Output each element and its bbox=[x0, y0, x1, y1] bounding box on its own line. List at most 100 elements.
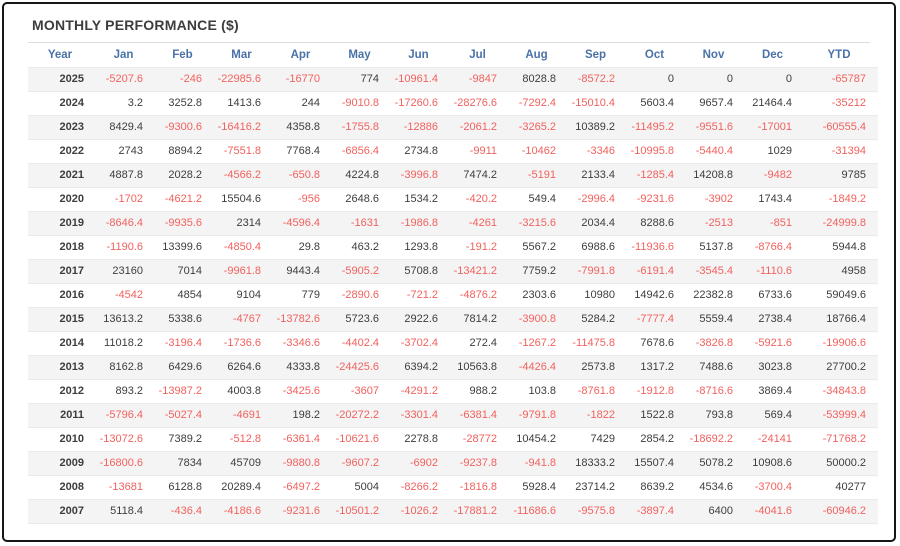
value-cell: -13987.2 bbox=[155, 379, 214, 404]
value-cell: -17881.2 bbox=[450, 499, 509, 524]
column-header-sep[interactable]: Sep bbox=[584, 48, 607, 61]
year-cell: 2025 bbox=[28, 66, 96, 92]
table-header: Year Jan Feb Mar Apr May Jun Jul Aug Sep Oct Nov Dec… bbox=[28, 43, 878, 67]
value-cell: -3702.4 bbox=[391, 331, 450, 356]
year-cell: 2010 bbox=[28, 427, 96, 452]
value-cell: -5905.2 bbox=[332, 259, 391, 284]
value-cell: -4542 bbox=[96, 283, 155, 308]
value-cell: -3346 bbox=[568, 139, 627, 164]
column-header-ytd[interactable]: YTD bbox=[827, 48, 851, 61]
value-cell: 8894.2 bbox=[155, 139, 214, 164]
value-cell: -9911 bbox=[450, 139, 509, 164]
value-cell: 2133.4 bbox=[568, 163, 627, 188]
value-cell: 2314 bbox=[214, 211, 273, 236]
value-cell: 2034.4 bbox=[568, 211, 627, 236]
value-cell: -8766.4 bbox=[745, 235, 804, 260]
value-cell: -10961.4 bbox=[391, 66, 450, 92]
value-cell: 21464.4 bbox=[745, 91, 804, 116]
value-cell: -9791.8 bbox=[509, 403, 568, 428]
value-cell: 4887.8 bbox=[96, 163, 155, 188]
value-cell: -2890.6 bbox=[332, 283, 391, 308]
value-cell: 6429.6 bbox=[155, 355, 214, 380]
value-cell: -4261 bbox=[450, 211, 509, 236]
value-cell: 5559.4 bbox=[686, 307, 745, 332]
year-cell: 2020 bbox=[28, 187, 96, 212]
value-cell: 11018.2 bbox=[96, 331, 155, 356]
value-cell: 2278.8 bbox=[391, 427, 450, 452]
table-row: 2013 8162.8 6429.6 6264.6 4333.8 -24425.6 6394… bbox=[28, 355, 878, 380]
column-header-aug[interactable]: Aug bbox=[525, 48, 548, 61]
value-cell: -2061.2 bbox=[450, 115, 509, 140]
column-header-dec[interactable]: Dec bbox=[761, 48, 784, 61]
value-cell: 7389.2 bbox=[155, 427, 214, 452]
column-header-jun[interactable]: Jun bbox=[408, 48, 429, 61]
table-row: 2022 2743 8894.2 -7551.8 7768.4 -6856.4 2734.8… bbox=[28, 139, 878, 164]
value-cell: 1317.2 bbox=[627, 355, 686, 380]
value-cell: 15507.4 bbox=[627, 451, 686, 476]
value-cell: 0 bbox=[627, 66, 686, 92]
value-cell: 7474.2 bbox=[450, 163, 509, 188]
column-header-feb[interactable]: Feb bbox=[172, 48, 193, 61]
column-header-jul[interactable]: Jul bbox=[469, 48, 486, 61]
value-cell: -8761.8 bbox=[568, 379, 627, 404]
value-cell: -941.8 bbox=[509, 451, 568, 476]
value-cell: 45709 bbox=[214, 451, 273, 476]
value-cell: 7759.2 bbox=[509, 259, 568, 284]
value-cell: -3897.4 bbox=[627, 499, 686, 524]
value-cell: -5440.4 bbox=[686, 139, 745, 164]
value-cell: 5078.2 bbox=[686, 451, 745, 476]
table-body: 2025 -5207.6 -246 -22985.6 -16770 774 -10961.4… bbox=[28, 66, 878, 524]
value-cell: -24425.6 bbox=[332, 355, 391, 380]
value-cell: -9482 bbox=[745, 163, 804, 188]
value-cell: -3346.6 bbox=[273, 331, 332, 356]
value-cell: 1029 bbox=[745, 139, 804, 164]
value-cell: 15504.6 bbox=[214, 187, 273, 212]
column-header-year[interactable]: Year bbox=[47, 48, 73, 61]
value-cell: 6988.6 bbox=[568, 235, 627, 260]
value-cell: 3869.4 bbox=[745, 379, 804, 404]
value-cell: -7292.4 bbox=[509, 91, 568, 116]
value-cell: 10980 bbox=[568, 283, 627, 308]
column-header-apr[interactable]: Apr bbox=[290, 48, 311, 61]
value-cell: -5207.6 bbox=[96, 66, 155, 92]
value-cell: -9231.6 bbox=[273, 499, 332, 524]
value-cell: -1285.4 bbox=[627, 163, 686, 188]
value-cell: 5284.2 bbox=[568, 307, 627, 332]
value-cell: 7814.2 bbox=[450, 307, 509, 332]
value-cell: -28772 bbox=[450, 427, 509, 452]
value-cell: -7991.8 bbox=[568, 259, 627, 284]
value-cell: 2648.6 bbox=[332, 187, 391, 212]
column-header-oct[interactable]: Oct bbox=[644, 48, 665, 61]
value-cell: 10563.8 bbox=[450, 355, 509, 380]
value-cell: 5118.4 bbox=[96, 499, 155, 524]
table-row: 2017 23160 7014 -9961.8 9443.4 -5905.2 5708.8-… bbox=[28, 259, 878, 284]
value-cell: -5796.4 bbox=[96, 403, 155, 428]
column-header-mar[interactable]: Mar bbox=[231, 48, 252, 61]
value-cell: 6128.8 bbox=[155, 475, 214, 500]
value-cell: 463.2 bbox=[332, 235, 391, 260]
value-cell: -11495.2 bbox=[627, 115, 686, 140]
value-cell: -3215.6 bbox=[509, 211, 568, 236]
value-cell: 8028.8 bbox=[509, 66, 568, 92]
value-cell: 14942.6 bbox=[627, 283, 686, 308]
table-row: 2010 -13072.6 7389.2 -512.8 -6361.4 -10621.6 2… bbox=[28, 427, 878, 452]
value-cell: 569.4 bbox=[745, 403, 804, 428]
value-cell: 8288.6 bbox=[627, 211, 686, 236]
value-cell: -6381.4 bbox=[450, 403, 509, 428]
value-cell: 793.8 bbox=[686, 403, 745, 428]
value-cell: -16770 bbox=[273, 66, 332, 92]
column-header-may[interactable]: May bbox=[348, 48, 371, 61]
value-cell: -10501.2 bbox=[332, 499, 391, 524]
value-cell: -20272.2 bbox=[332, 403, 391, 428]
table-row: 2009 -16800.6 7834 45709 -9880.8 -9607.2 -6902… bbox=[28, 451, 878, 476]
value-cell: -65787 bbox=[804, 66, 878, 92]
column-header-nov[interactable]: Nov bbox=[702, 48, 725, 61]
value-cell: -9231.6 bbox=[627, 187, 686, 212]
value-cell: -3425.6 bbox=[273, 379, 332, 404]
value-cell: -22985.6 bbox=[214, 66, 273, 92]
column-header-jan[interactable]: Jan bbox=[113, 48, 134, 61]
value-cell: -6191.4 bbox=[627, 259, 686, 284]
year-cell: 2017 bbox=[28, 259, 96, 284]
year-cell: 2018 bbox=[28, 235, 96, 260]
value-cell: -4621.2 bbox=[155, 187, 214, 212]
